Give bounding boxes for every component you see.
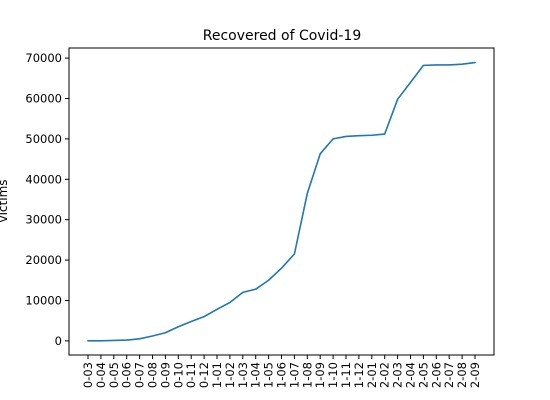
- x-tick-label: 0-04: [94, 362, 108, 388]
- y-tick-label: 10000: [25, 293, 62, 307]
- x-tick-label: 2-09: [468, 362, 482, 388]
- x-tick-label: 0-05: [107, 362, 121, 388]
- x-tick-label: 2-06: [429, 362, 443, 388]
- y-tick-label: 70000: [25, 51, 62, 65]
- y-tick-label: 50000: [25, 132, 62, 146]
- y-tick-label: 0: [55, 334, 62, 348]
- x-tick-label: 1-06: [275, 362, 289, 388]
- x-tick-label: 0-10: [171, 362, 185, 388]
- x-tick-label: 2-02: [378, 362, 392, 388]
- x-tick-label: 1-01: [210, 362, 224, 388]
- x-axis: 0-030-040-050-060-070-080-090-100-110-12…: [81, 355, 482, 388]
- x-tick-label: 2-01: [365, 362, 379, 388]
- series-line-0: [88, 63, 475, 341]
- x-tick-label: 1-03: [236, 362, 250, 388]
- x-tick-label: 0-03: [81, 362, 95, 388]
- plot-frame: [69, 48, 494, 355]
- y-axis: 0 10000 20000 30000 40000 50000 60000 70000: [25, 51, 69, 348]
- x-tick-label: 2-04: [404, 362, 418, 388]
- chart-title: Recovered of Covid-19: [203, 28, 361, 44]
- x-tick-label: 1-10: [326, 362, 340, 388]
- y-tick-label: 20000: [25, 253, 62, 267]
- x-tick-label: 0-09: [158, 362, 172, 388]
- x-tick-label: 0-06: [120, 362, 134, 388]
- x-tick-label: 1-05: [262, 362, 276, 388]
- x-tick-label: 1-12: [352, 362, 366, 388]
- x-tick-label: 2-07: [442, 362, 456, 388]
- y-tick-label: 30000: [25, 213, 62, 227]
- x-tick-label: 0-07: [133, 362, 147, 388]
- y-axis-label: victims: [0, 179, 10, 222]
- x-tick-label: 1-02: [223, 362, 237, 388]
- x-tick-label: 2-03: [391, 362, 405, 388]
- y-tick-label: 60000: [25, 91, 62, 105]
- x-tick-label: 1-09: [313, 362, 327, 388]
- y-tick-label: 40000: [25, 172, 62, 186]
- x-tick-label: 1-08: [300, 362, 314, 388]
- x-tick-label: 0-12: [197, 362, 211, 388]
- x-tick-label: 1-07: [287, 362, 301, 388]
- x-tick-label: 0-08: [146, 362, 160, 388]
- x-tick-label: 0-11: [184, 362, 198, 388]
- x-tick-label: 1-04: [249, 362, 263, 388]
- x-tick-label: 2-08: [455, 362, 469, 388]
- plot-area: [88, 63, 475, 341]
- x-tick-label: 1-11: [339, 362, 353, 388]
- x-tick-label: 2-05: [416, 362, 430, 388]
